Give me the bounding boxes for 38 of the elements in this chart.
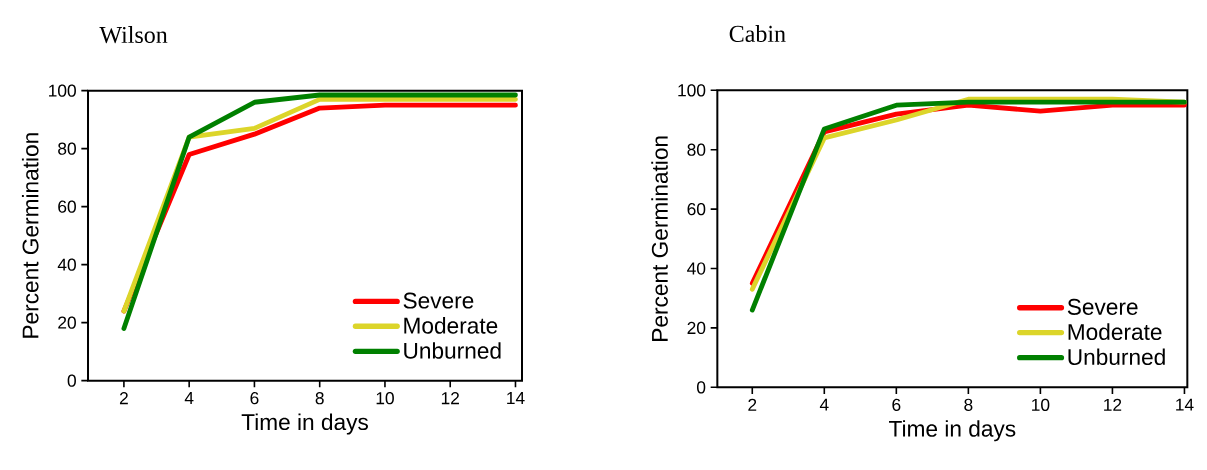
x-tick-label: 10 [1032, 398, 1050, 411]
legend-label: Moderate [404, 317, 498, 334]
chart-title: Cabin [729, 25, 786, 42]
x-tick-label: 2 [748, 398, 757, 411]
x-tick-label: 14 [507, 392, 525, 404]
y-tick-label: 0 [67, 374, 76, 387]
legend-label: Unburned [404, 342, 501, 359]
y-tick-label: 40 [687, 262, 706, 275]
x-tick-label: 6 [892, 398, 901, 411]
x-tick-label: 10 [376, 392, 394, 405]
y-tick-label: 100 [49, 84, 76, 97]
y-tick-label: 0 [696, 381, 706, 394]
x-axis-title: Time in days [241, 413, 368, 435]
y-tick-label: 100 [678, 84, 706, 97]
y-tick-label: 20 [58, 316, 76, 329]
x-tick-label: 4 [819, 398, 829, 411]
x-tick-label: 8 [315, 392, 324, 405]
legend-label: Moderate [1068, 323, 1162, 341]
y-tick-label: 40 [57, 258, 76, 271]
y-tick-label: 20 [687, 321, 706, 335]
y-tick-label: 80 [687, 143, 706, 156]
x-tick-label: 2 [119, 392, 128, 405]
y-tick-label: 80 [58, 142, 76, 155]
x-tick-label: 8 [964, 398, 973, 411]
x-tick-label: 4 [184, 392, 194, 404]
x-axis-title: Time in days [889, 420, 1016, 442]
y-tick-label: 60 [687, 202, 706, 216]
legend-label: Severe [1067, 298, 1138, 315]
y-axis-title: Percent Germination [21, 133, 39, 338]
y-axis-title: Percent Germination [651, 136, 668, 341]
y-tick-label: 60 [58, 200, 76, 213]
x-tick-label: 12 [441, 392, 459, 405]
x-tick-label: 12 [1104, 398, 1122, 411]
legend-label: Severe [403, 292, 474, 309]
x-tick-label: 6 [250, 392, 259, 405]
legend-label: Unburned [1068, 348, 1165, 366]
x-tick-label: 14 [1176, 398, 1194, 411]
chart-title: Wilson [99, 26, 168, 44]
